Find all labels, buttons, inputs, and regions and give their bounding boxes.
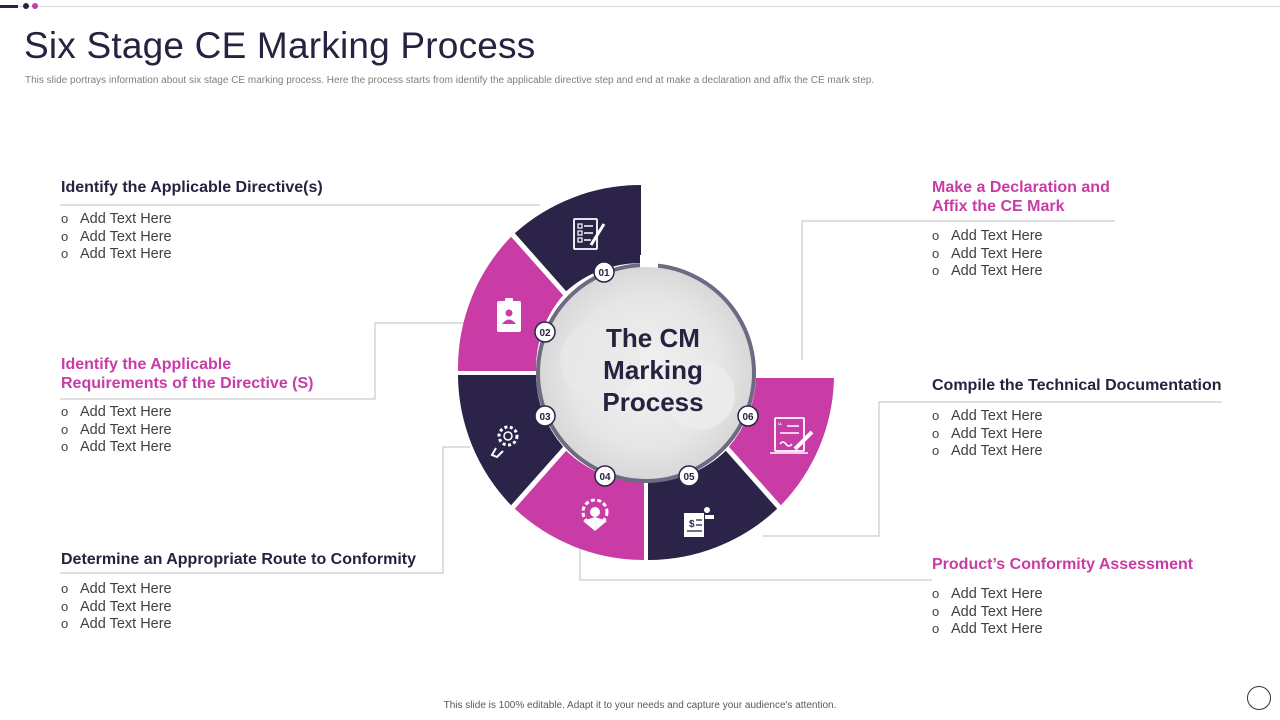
stage-03-heading: Determine an Appropriate Route to Confor… (61, 551, 416, 568)
stage-02-bullets: Add Text Here Add Text Here Add Text Her… (61, 403, 172, 456)
list-item: Add Text Here (61, 245, 172, 263)
stage-06-heading-line-2: Affix the CE Mark (932, 198, 1065, 215)
badge-02-label: 02 (539, 328, 551, 339)
connector-stage-05 (763, 401, 1222, 537)
connector-stage-03 (60, 446, 470, 574)
badge-01-label: 01 (598, 268, 610, 279)
list-item: Add Text Here (61, 421, 172, 439)
connector-lines (60, 204, 1222, 581)
list-item: Add Text Here (932, 262, 1043, 280)
invoice-icon: $ (684, 507, 714, 537)
stage-03-bullets: Add Text Here Add Text Here Add Text Her… (61, 580, 172, 633)
connector-stage-04 (579, 545, 932, 581)
corner-circle-icon (1247, 686, 1271, 710)
stage-02-heading: Identify the Applicable Requirements of … (61, 355, 314, 393)
svg-text:“: “ (778, 421, 782, 433)
stage-02-heading-line-1: Identify the Applicable (61, 356, 232, 373)
stage-02-heading-line-2: Requirements of the Directive (S) (61, 375, 314, 392)
stage-06-bullets: Add Text Here Add Text Here Add Text Her… (932, 227, 1043, 280)
stage-05-bullets: Add Text Here Add Text Here Add Text Her… (932, 407, 1043, 460)
svg-text:$: $ (689, 519, 695, 530)
list-item: Add Text Here (932, 585, 1043, 603)
gear-box-icon (581, 498, 609, 531)
stage-06-heading-line-1: Make a Declaration and (932, 179, 1110, 196)
stage-04-bullets: Add Text Here Add Text Here Add Text Her… (932, 585, 1043, 638)
list-item: Add Text Here (61, 598, 172, 616)
badge-03-label: 03 (539, 412, 551, 423)
list-item: Add Text Here (932, 442, 1043, 460)
badge-05-label: 05 (683, 472, 695, 483)
list-item: Add Text Here (61, 228, 172, 246)
brand-dot-dark (23, 3, 29, 9)
stage-01-heading: Identify the Applicable Directive(s) (61, 179, 323, 196)
footer-note: This slide is 100% editable. Adapt it to… (443, 700, 837, 711)
stage-01-bullets: Add Text Here Add Text Here Add Text Her… (61, 210, 172, 263)
list-item: Add Text Here (932, 227, 1043, 245)
stage-05-heading: Compile the Technical Documentation (932, 377, 1222, 394)
center-title-line-3: Process (602, 387, 704, 417)
brand-dot-pink (32, 3, 38, 9)
page-title: Six Stage CE Marking Process (24, 25, 536, 66)
top-rule (0, 6, 1280, 7)
connector-stage-02 (60, 322, 465, 400)
connector-stage-06 (801, 220, 1115, 360)
list-item: Add Text Here (932, 603, 1043, 621)
list-item: Add Text Here (61, 615, 172, 633)
center-title-line-2: Marking (603, 355, 703, 385)
center-title-line-1: The CM (606, 323, 700, 353)
center-title: The CM Marking Process (560, 322, 746, 418)
id-badge-icon (497, 298, 521, 332)
gear-hand-icon (490, 425, 519, 459)
page-subtitle: This slide portrays information about si… (25, 75, 875, 86)
list-item: Add Text Here (932, 407, 1043, 425)
badge-06-label: 06 (742, 412, 754, 423)
list-item: Add Text Here (61, 438, 172, 456)
stage-number-badges: 01 02 03 04 05 06 (534, 261, 759, 487)
list-item: Add Text Here (61, 580, 172, 598)
stage-04-heading: Product’s Conformity Assessment (932, 556, 1194, 573)
signed-document-icon: “ (770, 417, 814, 454)
list-item: Add Text Here (932, 620, 1043, 638)
list-item: Add Text Here (61, 210, 172, 228)
stage-06-heading: Make a Declaration and Affix the CE Mark (932, 178, 1110, 216)
brand-bar (0, 5, 18, 8)
badge-04-label: 04 (599, 472, 611, 483)
checklist-icon (573, 218, 606, 250)
list-item: Add Text Here (932, 425, 1043, 443)
segment-03 (458, 375, 564, 506)
list-item: Add Text Here (61, 403, 172, 421)
list-item: Add Text Here (932, 245, 1043, 263)
